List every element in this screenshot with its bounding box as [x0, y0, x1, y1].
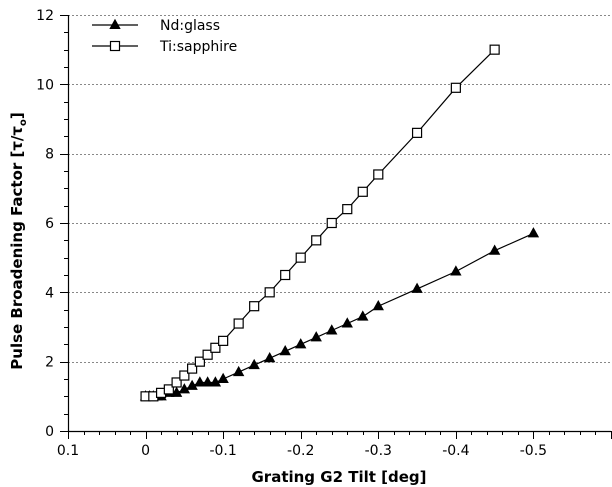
series-ti-sapphire [140, 44, 500, 402]
data-point-triangle [209, 376, 222, 387]
series-line [145, 49, 496, 397]
x-tick-label: -0.3 [365, 443, 392, 459]
data-point-triangle [178, 383, 191, 394]
y-axis-title: Pulse Broadening Factor [τ/τo] [8, 112, 29, 369]
y-axis-title-main: Pulse Broadening Factor [τ/τ [8, 126, 26, 370]
legend-entry: Nd:glass [92, 18, 220, 34]
data-point-triangle [341, 317, 353, 328]
data-point-square [311, 235, 322, 246]
x-tick-label: -0.4 [442, 443, 469, 459]
grid-lines [68, 15, 611, 363]
data-point-square [450, 82, 461, 93]
y-axis-title-end: ] [8, 112, 26, 119]
data-point-square [357, 186, 368, 197]
y-tick-label: 8 [45, 147, 54, 163]
data-point-triangle [372, 299, 384, 311]
data-point-triangle [264, 351, 276, 363]
data-point-triangle [527, 227, 540, 238]
y-tick-label: 10 [36, 77, 54, 93]
legend-marker-triangle [109, 18, 121, 30]
series [139, 44, 540, 402]
data-point-square [218, 335, 229, 346]
y-axis-title-sub: o [18, 119, 29, 126]
data-point-triangle [488, 244, 501, 255]
legend-label: Nd:glass [160, 18, 220, 34]
legend-marker-square [109, 40, 121, 52]
data-point-square [264, 287, 275, 298]
data-point-square [249, 301, 260, 312]
data-point-square [295, 252, 306, 263]
x-tick-label: -0.2 [287, 443, 314, 459]
data-point-square [233, 318, 244, 329]
x-tick-label: -0.5 [520, 443, 547, 459]
axes [67, 15, 611, 433]
series-line [145, 232, 534, 397]
data-point-triangle [186, 379, 198, 390]
data-point-square [179, 370, 190, 381]
data-point-triangle [411, 282, 423, 293]
y-tick-label: 6 [45, 216, 54, 232]
y-axis-title-group: Pulse Broadening Factor [τ/τo] [8, 112, 29, 369]
x-tick-label: 0.1 [57, 443, 79, 459]
data-point-square [210, 342, 221, 353]
x-tick-label: -0.1 [209, 443, 236, 459]
data-point-square [194, 356, 205, 367]
y-tick-label: 12 [36, 8, 54, 24]
data-point-triangle [194, 376, 206, 387]
data-point-square [202, 349, 213, 360]
legend-label: Ti:sapphire [159, 39, 237, 55]
legend-entry: Ti:sapphire [92, 39, 237, 55]
data-point-square [187, 363, 198, 374]
data-point-square [342, 204, 353, 215]
data-point-triangle [326, 324, 338, 335]
data-point-triangle [450, 265, 462, 276]
data-point-square [326, 217, 337, 229]
data-point-triangle [232, 365, 245, 377]
data-point-triangle [170, 386, 183, 397]
data-point-square [373, 169, 384, 180]
data-point-square [411, 127, 423, 138]
x-axis-title: Grating G2 Tilt [deg] [251, 468, 426, 486]
legend: Nd:glass Ti:sapphire [92, 18, 237, 55]
data-point-triangle [201, 376, 214, 387]
data-point-square [489, 44, 500, 55]
x-tick-label: 0 [141, 443, 150, 459]
data-point-triangle [357, 310, 369, 321]
series-nd-glass [139, 227, 540, 401]
y-tick-label: 2 [45, 355, 54, 371]
data-point-triangle [295, 338, 307, 349]
data-point-triangle [279, 345, 291, 356]
y-tick-label: 0 [45, 424, 54, 440]
data-point-triangle [217, 372, 229, 384]
data-point-triangle [310, 331, 322, 342]
data-point-square [280, 269, 291, 281]
data-point-square [163, 384, 174, 395]
y-tick-label: 4 [45, 285, 54, 301]
data-point-square [171, 377, 182, 388]
data-point-triangle [248, 358, 260, 370]
